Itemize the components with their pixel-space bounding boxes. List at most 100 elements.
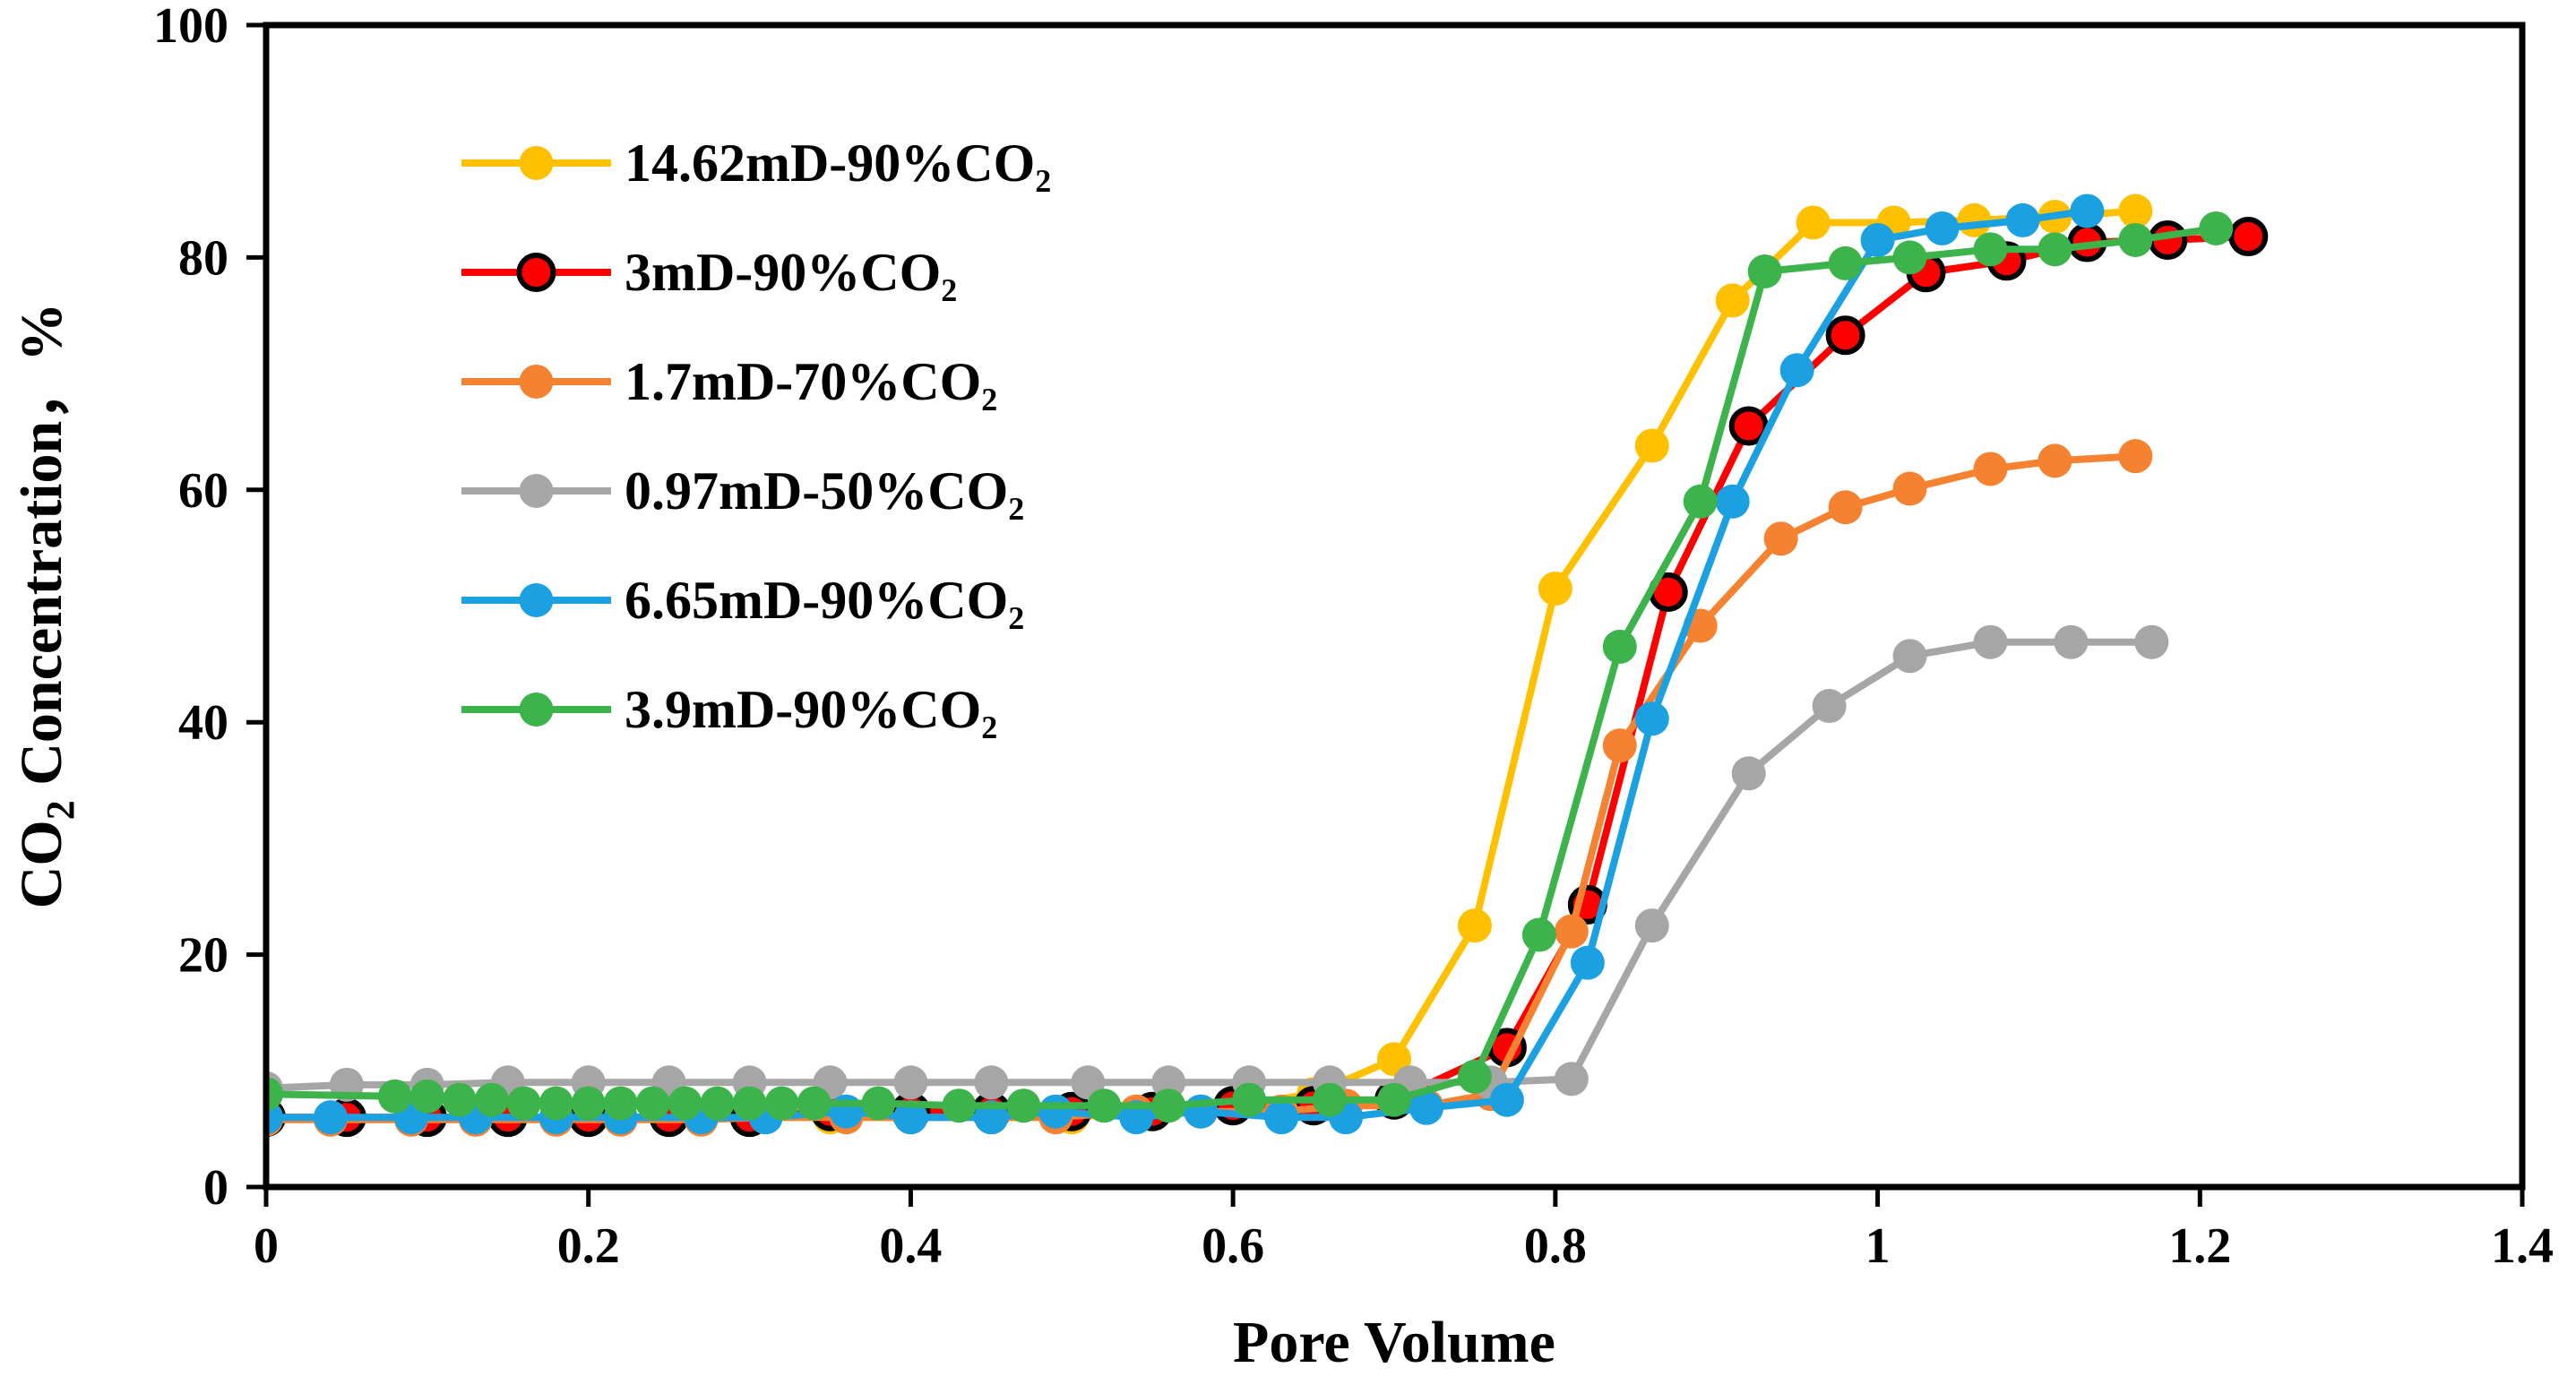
x-tick-label: 0.6: [1202, 1218, 1264, 1274]
data-point: [1151, 1088, 1186, 1123]
data-point: [1602, 629, 1637, 664]
plot-area-frame: [263, 22, 2526, 1191]
data-point: [1232, 1082, 1267, 1117]
data-point: [2134, 624, 2169, 659]
data-point: [1554, 1062, 1589, 1097]
data-point: [1457, 1059, 1492, 1094]
data-point: [1715, 484, 1750, 519]
data-point: [635, 1086, 670, 1121]
data-point: [1006, 1088, 1041, 1123]
legend-marker: [519, 474, 554, 508]
data-point: [1731, 756, 1766, 791]
legend-label: 0.97mD-50%CO₂: [625, 461, 1024, 520]
data-point: [700, 1086, 735, 1121]
data-point: [603, 1086, 638, 1121]
legend-marker: [516, 253, 556, 292]
data-point: [2054, 624, 2089, 659]
data-point: [2038, 443, 2072, 478]
data-point: [1763, 521, 1798, 556]
data-point: [1973, 624, 2008, 659]
x-tick-label: 0.8: [1524, 1218, 1587, 1274]
data-point: [1973, 232, 2008, 267]
data-point: [732, 1086, 767, 1121]
y-tick-label: 20: [178, 928, 228, 984]
data-point: [893, 1100, 928, 1135]
x-tick-label: 1: [1865, 1218, 1891, 1274]
y-tick-label: 0: [203, 1160, 228, 1216]
legend-item: 0.97mD-50%CO₂: [461, 461, 1024, 520]
y-axis-title: CO2 Concentration，%: [9, 303, 82, 908]
data-point: [571, 1086, 606, 1121]
data-point: [377, 1079, 412, 1114]
data-point: [2228, 217, 2269, 257]
x-tick-label: 0.2: [557, 1218, 620, 1274]
data-point: [538, 1086, 573, 1121]
data-point: [1521, 917, 1556, 952]
y-tick-label: 80: [178, 230, 228, 286]
data-point: [409, 1079, 444, 1114]
legend-marker: [519, 692, 554, 727]
x-tick-label: 0: [254, 1218, 279, 1274]
data-point: [2038, 232, 2072, 267]
data-point: [1377, 1082, 1411, 1117]
data-point: [861, 1086, 896, 1121]
data-point: [893, 1065, 928, 1100]
data-point: [1538, 572, 1572, 606]
data-point: [1264, 1100, 1299, 1135]
legend-item: 3mD-90%CO₂: [461, 243, 957, 302]
data-point: [1715, 283, 1750, 318]
data-point: [1973, 452, 2008, 486]
legend-label: 14.62mD-90%CO₂: [625, 133, 1051, 193]
data-point: [313, 1100, 348, 1135]
y-axis-title-prefix: CO: [9, 820, 74, 908]
legend-label: 3mD-90%CO₂: [625, 243, 957, 302]
data-point: [1038, 1094, 1073, 1129]
y-tick-label: 100: [153, 0, 228, 54]
series-5: [266, 211, 2234, 1123]
x-axis-title: Pore Volume: [1233, 1310, 1555, 1375]
data-point: [1860, 222, 1895, 257]
data-point: [2118, 222, 2153, 257]
data-point: [974, 1065, 1009, 1100]
data-point: [1892, 471, 1927, 506]
legend-marker: [519, 365, 554, 399]
data-point: [2199, 211, 2234, 245]
x-tick-label: 0.4: [879, 1218, 942, 1274]
data-point: [1825, 315, 1865, 356]
data-point: [2118, 194, 2153, 228]
data-point: [2005, 202, 2040, 237]
data-point: [266, 1077, 283, 1112]
y-axis: 0 20 40 60 80 100: [153, 0, 266, 1216]
x-tick-label: 1.2: [2168, 1218, 2231, 1274]
data-point: [829, 1094, 864, 1129]
legend-item: 6.65mD-90%CO₂: [461, 571, 1024, 630]
x-axis: 0 0.2 0.4 0.6 0.8 1 1.2 1.4: [254, 1187, 2554, 1274]
y-tick-label: 60: [178, 463, 228, 519]
data-point: [2070, 194, 2105, 228]
legend-label: 1.7mD-70%CO₂: [625, 352, 997, 411]
data-point: [1489, 1082, 1524, 1117]
data-point: [474, 1082, 509, 1117]
legend-item: 1.7mD-70%CO₂: [461, 352, 997, 411]
data-point: [1779, 353, 1814, 388]
data-point: [1457, 908, 1492, 943]
data-point: [1602, 728, 1637, 763]
data-point: [1747, 254, 1782, 288]
legend: 14.62mD-90%CO₂ 3mD-90%CO₂ 1.7mD-70%CO₂ 0.97…: [461, 133, 1051, 739]
data-point: [2118, 439, 2153, 474]
data-point: [1828, 490, 1863, 525]
data-point: [506, 1086, 541, 1121]
data-point: [1925, 211, 1960, 245]
legend-marker: [519, 146, 554, 180]
legend-label: 3.9mD-90%CO₂: [625, 680, 997, 739]
series-layer: [266, 194, 2269, 1138]
data-point: [1796, 205, 1831, 240]
legend-item: 14.62mD-90%CO₂: [461, 133, 1051, 193]
data-point: [764, 1086, 799, 1121]
data-point: [1313, 1082, 1348, 1117]
data-point: [1634, 908, 1669, 943]
data-point: [1634, 701, 1669, 736]
data-point: [1892, 639, 1927, 674]
